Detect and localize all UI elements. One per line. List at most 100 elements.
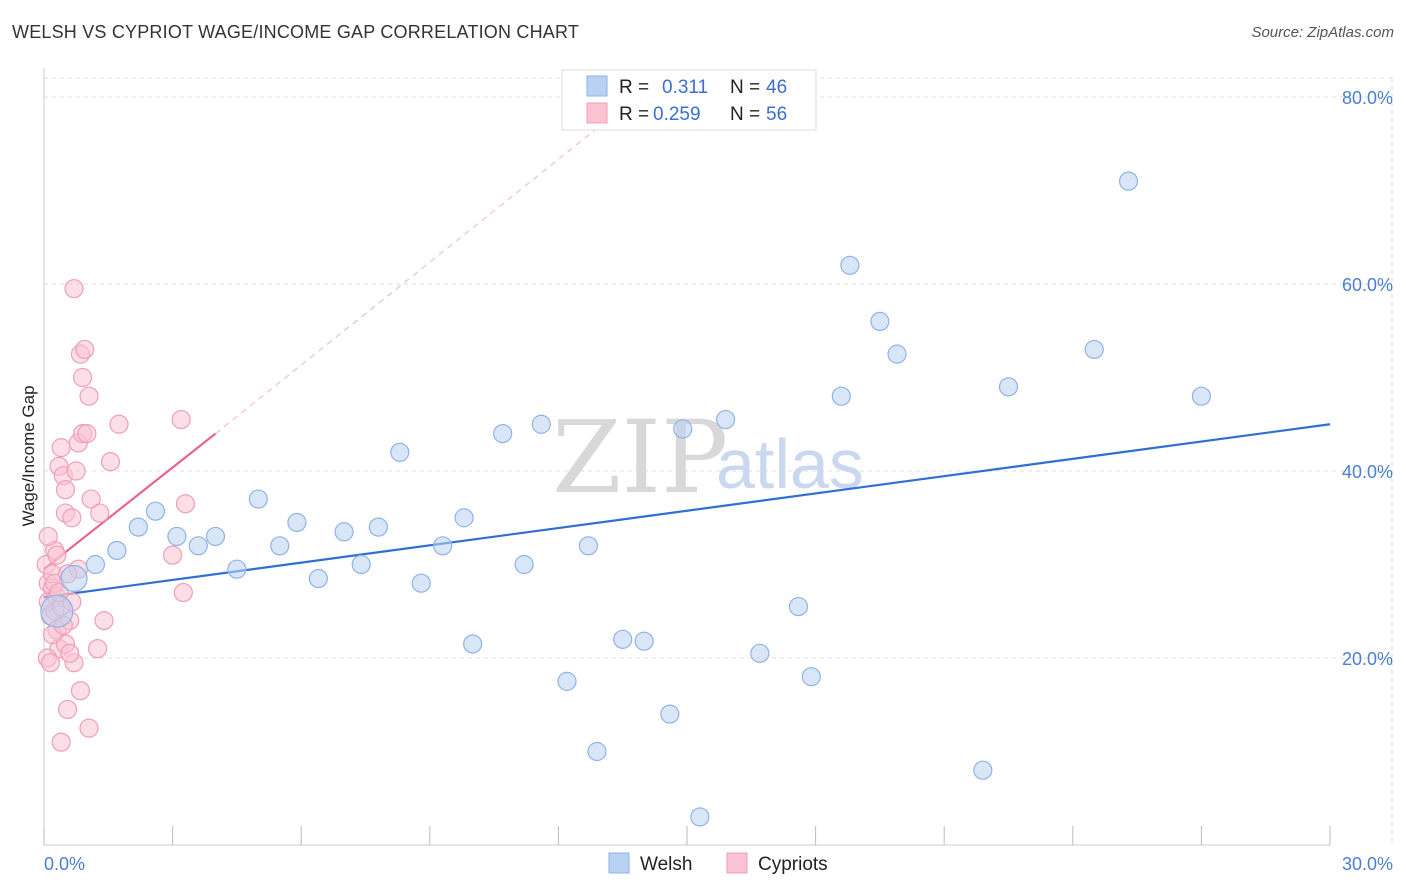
welsh-point [578,536,599,556]
legend-n-value-welsh: 46 [766,77,787,98]
welsh-point [205,526,226,547]
y-tick-label: 80.0% [1342,88,1393,108]
data-points [36,171,1212,827]
welsh-point [690,807,710,827]
welsh-point [227,559,247,579]
welsh-point [128,517,148,537]
welsh-point [750,643,770,663]
watermark-zip: ZIP [552,399,728,516]
legend-n-value-cypriots: 56 [766,104,787,125]
legend-swatch-cypriots [586,102,608,124]
cypriot-point [173,582,193,603]
welsh-point [167,526,187,547]
y-axis-title: Wage/Income Gap [19,385,38,526]
welsh-point [788,596,809,617]
welsh-point [454,508,474,528]
cypriot-point [90,503,110,523]
welsh-point [145,501,166,521]
welsh-point [973,760,993,780]
cypriot-point [51,438,71,458]
cypriot-point [38,526,58,547]
cypriot-trend-extension [215,124,602,434]
welsh-point [433,536,453,556]
y-tick-label: 60.0% [1342,275,1393,295]
cypriot-point [55,480,76,500]
welsh-point [557,671,577,691]
y-tick-label: 20.0% [1342,649,1393,669]
cypriot-point [64,279,84,299]
welsh-trend-line [43,423,1331,599]
welsh-point [493,424,513,444]
source-label: Source: ZipAtlas.com [1251,24,1394,41]
welsh-point [514,554,534,575]
cypriot-point [62,508,82,528]
legend-n-label-cypriots: N = [730,104,760,125]
welsh-point [801,667,821,687]
welsh-point [334,522,354,542]
welsh-point [634,631,654,651]
cypriot-point [175,494,196,514]
welsh-point [660,704,680,724]
welsh-point [40,594,74,628]
welsh-point [107,540,127,561]
x-tick-label: 30.0% [1342,854,1393,874]
welsh-point [270,536,290,556]
cypriot-point [77,424,97,444]
y-tick-label: 40.0% [1342,462,1393,482]
trend-lines [43,124,1331,599]
watermark-atlas: atlas [716,425,864,503]
legend-r-label-cypriots: R = [619,104,649,125]
welsh-point [411,573,431,593]
cypriot-point [87,639,108,659]
cypriot-point [100,452,121,472]
welsh-point [463,634,483,654]
cypriot-point [72,367,93,388]
welsh-point [351,554,371,575]
welsh-point [308,568,328,589]
bottom-legend-swatch-welsh [608,852,630,874]
cypriot-point [81,489,101,509]
legend-r-value-cypriots: 0.259 [653,104,701,125]
welsh-point [840,255,860,275]
watermark: ZIP atlas [552,399,864,516]
bottom-legend-welsh: Welsh [640,854,692,875]
cypriot-point [171,409,191,430]
legend-box: R = 0.311 N = 46 R = 0.259 N = 56 [561,69,817,131]
welsh-point [188,536,208,556]
welsh-point [1118,171,1139,191]
chart-title: WELSH VS CYPRIOT WAGE/INCOME GAP CORRELA… [12,22,580,42]
welsh-point [613,629,633,649]
welsh-point [587,741,607,762]
welsh-point [673,419,693,439]
cypriot-point [79,386,99,406]
legend-swatch-welsh [586,75,608,97]
cypriot-point [109,414,129,434]
welsh-point [715,409,736,430]
cypriot-point [51,732,71,752]
welsh-point [887,344,907,364]
cypriot-point [66,461,86,481]
cypriot-point [60,643,80,663]
welsh-point [287,512,307,533]
welsh-point [1191,386,1212,406]
welsh-point [368,517,388,537]
cypriot-point [163,545,183,565]
legend-n-label-welsh: N = [730,77,760,98]
cypriot-point [79,718,99,738]
welsh-point [998,377,1019,397]
legend-r-label-welsh: R = [619,77,649,98]
welsh-point [60,564,88,593]
tick-labels: 20.0% 40.0% 60.0% 80.0% 0.0% 30.0% [44,88,1393,874]
cypriot-point [94,610,114,631]
x-tick-label: 0.0% [44,854,85,874]
welsh-point [1084,339,1104,360]
welsh-point [248,489,268,509]
welsh-point [870,311,890,331]
cypriot-point [47,545,67,565]
cypriot-trend-line [43,432,217,571]
welsh-point [85,554,106,575]
cypriot-point [40,653,61,673]
bottom-legend-cypriots: Cypriots [758,854,828,875]
cypriot-point [75,339,95,360]
